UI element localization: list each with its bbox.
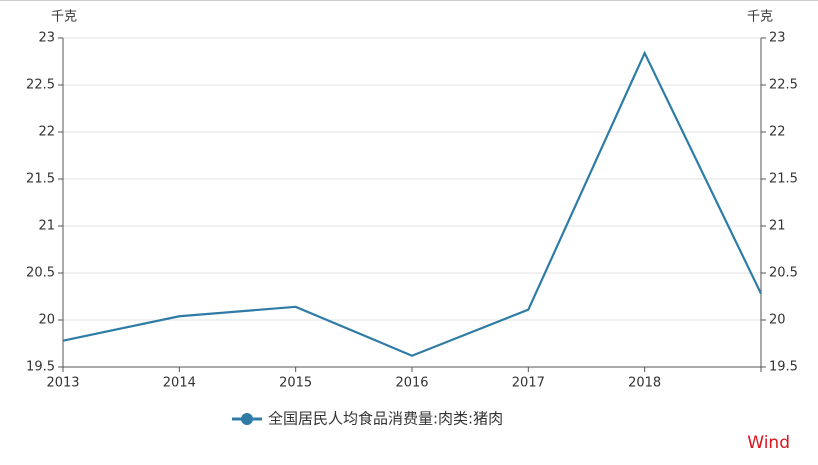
y-tick-label: 19.5 xyxy=(26,360,55,375)
legend-marker xyxy=(241,413,253,425)
y-tick-label: 22.5 xyxy=(26,78,55,93)
y-tick-label: 20.5 xyxy=(26,266,55,281)
x-tick-label: 2016 xyxy=(395,376,428,391)
y2-tick-label: 21 xyxy=(769,219,786,234)
y2-tick-label: 20.5 xyxy=(769,266,798,281)
x-tick-label: 2015 xyxy=(279,376,312,391)
y2-tick-label: 22.5 xyxy=(769,78,798,93)
x-tick-label: 2017 xyxy=(512,376,545,391)
legend-label: 全国居民人均食品消费量:肉类:猪肉 xyxy=(268,410,503,428)
y2-tick-label: 20 xyxy=(769,313,786,328)
y2-tick-label: 21.5 xyxy=(769,172,798,187)
series-line xyxy=(62,50,762,357)
y-tick-label: 22 xyxy=(38,125,55,140)
y2-tick-label: 22 xyxy=(769,125,786,140)
x-tick-label: 2018 xyxy=(628,376,661,391)
y-unit: 千克 xyxy=(51,10,77,25)
y-tick-label: 23 xyxy=(38,31,55,46)
y-tick-label: 20 xyxy=(38,313,55,328)
y2-unit: 千克 xyxy=(747,10,773,25)
x-tick-label: 2014 xyxy=(163,376,196,391)
y2-tick-label: 23 xyxy=(769,31,786,46)
watermark: Wind xyxy=(747,433,790,453)
y-tick-label: 21.5 xyxy=(26,172,55,187)
y2-tick-label: 19.5 xyxy=(769,360,798,375)
x-tick-label: 2013 xyxy=(46,376,79,391)
y-tick-label: 21 xyxy=(38,219,55,234)
